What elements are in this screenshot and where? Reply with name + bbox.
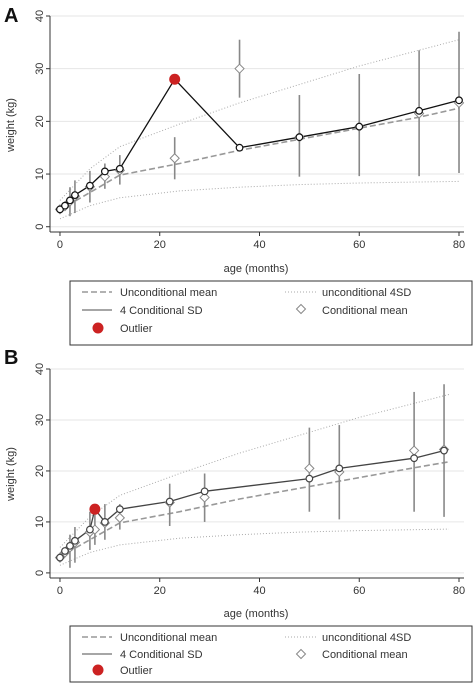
y-tick-label: 40 bbox=[34, 363, 46, 375]
observed-point bbox=[66, 541, 74, 550]
observed-point bbox=[115, 505, 124, 514]
outlier-point bbox=[169, 73, 181, 85]
panel-letter: A bbox=[4, 5, 18, 27]
legend-label-conditional-mean: Conditional mean bbox=[322, 649, 408, 661]
legend-box bbox=[69, 625, 473, 683]
plot-background bbox=[40, 8, 472, 258]
series-unconditional-mean bbox=[59, 461, 450, 558]
observed-point bbox=[410, 454, 419, 463]
x-tick-label: 20 bbox=[154, 239, 166, 251]
conditional-mean-point bbox=[234, 63, 245, 74]
y-tick-label: 40 bbox=[34, 10, 46, 22]
chart-panel-b: B 0 10 20 30 40 0 20 40 60 80 age (months) weight… bbox=[4, 347, 473, 683]
observed-point bbox=[335, 464, 344, 473]
observed-point bbox=[415, 106, 424, 115]
x-tick-label: 40 bbox=[253, 239, 265, 251]
observed-point bbox=[100, 167, 109, 176]
legend-label-unconditional-mean: Unconditional mean bbox=[120, 287, 217, 299]
series-unconditional-4sd-lower bbox=[59, 528, 450, 566]
x-tick-label: 0 bbox=[57, 239, 63, 251]
y-tick-label: 30 bbox=[34, 414, 46, 426]
y-tick-label: 20 bbox=[34, 465, 46, 477]
x-axis-title: age (months) bbox=[224, 263, 289, 275]
legend-label-unconditional-4sd: unconditional 4SD bbox=[322, 632, 411, 644]
chart-panel-a: A 0 10 20 30 40 0 20 40 60 80 age (months) weight… bbox=[4, 5, 473, 346]
observed-point bbox=[71, 191, 79, 200]
observed-point bbox=[440, 446, 448, 455]
y-tick-label: 20 bbox=[34, 115, 46, 127]
observed-point bbox=[165, 497, 174, 506]
legend-symbol-outlier bbox=[92, 664, 104, 676]
legend-symbol-conditional-mean bbox=[295, 303, 307, 315]
legend-label-conditional-sd: 4 Conditional SD bbox=[120, 649, 203, 661]
legend: Unconditional mean unconditional 4SD 4 C… bbox=[69, 625, 473, 683]
observed-point bbox=[56, 553, 64, 562]
legend-symbol-conditional-mean bbox=[295, 648, 307, 660]
observed-point bbox=[115, 164, 124, 173]
observed-point bbox=[56, 205, 64, 214]
outlier-point bbox=[89, 503, 101, 515]
panel-letter: B bbox=[4, 347, 18, 369]
observed-point bbox=[71, 536, 79, 545]
observed-point bbox=[66, 196, 74, 205]
conditional-mean-point bbox=[199, 492, 210, 503]
x-tick-label: 80 bbox=[453, 239, 465, 251]
observed-point bbox=[355, 122, 364, 131]
legend-label-outlier: Outlier bbox=[120, 665, 153, 677]
x-tick-label: 80 bbox=[453, 585, 465, 597]
legend-label-unconditional-4sd: unconditional 4SD bbox=[322, 287, 411, 299]
x-tick-label: 60 bbox=[353, 239, 365, 251]
plot-background bbox=[40, 360, 472, 602]
y-axis-title: weight (kg) bbox=[5, 98, 17, 153]
x-tick-label: 20 bbox=[154, 585, 166, 597]
x-tick-label: 60 bbox=[353, 585, 365, 597]
legend-label-unconditional-mean: Unconditional mean bbox=[120, 632, 217, 644]
legend: Unconditional mean unconditional 4SD 4 C… bbox=[69, 280, 473, 346]
observed-point bbox=[100, 518, 109, 526]
legend-symbol-outlier bbox=[92, 322, 104, 334]
series-unconditional-4sd-lower bbox=[59, 180, 460, 220]
y-tick-label: 10 bbox=[34, 516, 46, 528]
x-tick-label: 0 bbox=[57, 585, 63, 597]
x-axis-title: age (months) bbox=[224, 608, 289, 620]
y-axis-title: weight (kg) bbox=[5, 447, 17, 502]
legend-label-conditional-sd: 4 Conditional SD bbox=[120, 305, 203, 317]
observed-point bbox=[61, 201, 69, 210]
conditional-mean-point bbox=[169, 153, 180, 164]
series-unconditional-4sd-upper bbox=[59, 394, 450, 548]
observed-point bbox=[305, 474, 314, 483]
observed-point bbox=[86, 181, 94, 190]
observed-point bbox=[235, 143, 244, 152]
y-tick-label: 0 bbox=[34, 224, 46, 230]
observed-point bbox=[200, 487, 209, 496]
y-tick-label: 0 bbox=[34, 570, 46, 576]
observed-point bbox=[455, 96, 463, 105]
conditional-mean-point bbox=[304, 463, 315, 474]
x-tick-label: 40 bbox=[253, 585, 265, 597]
series-unconditional-mean bbox=[59, 107, 460, 211]
conditional-mean-point bbox=[114, 512, 126, 524]
legend-box bbox=[69, 280, 473, 346]
y-tick-label: 10 bbox=[34, 168, 46, 180]
observed-point bbox=[86, 525, 94, 534]
y-tick-label: 30 bbox=[34, 63, 46, 75]
legend-label-conditional-mean: Conditional mean bbox=[322, 305, 408, 317]
observed-point bbox=[295, 133, 304, 142]
observed-point bbox=[61, 547, 69, 555]
legend-label-outlier: Outlier bbox=[120, 323, 153, 335]
